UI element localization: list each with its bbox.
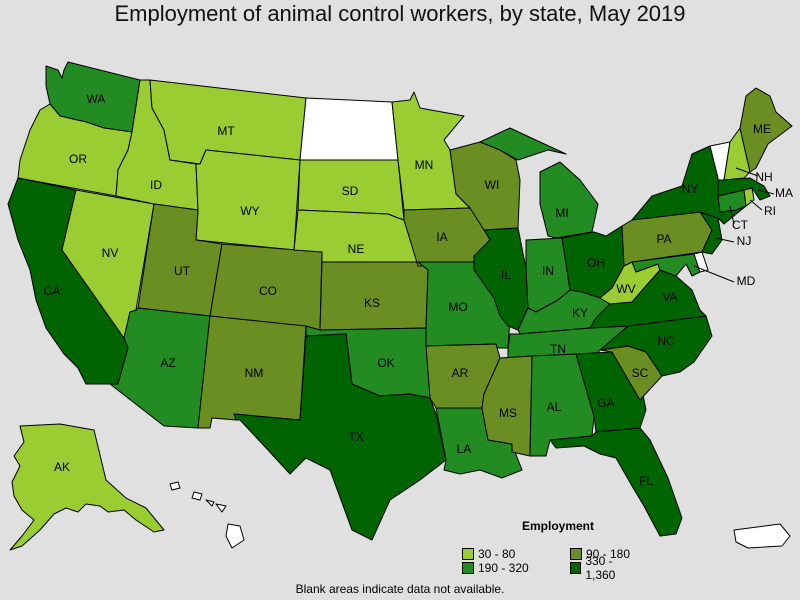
label-MI: MI bbox=[555, 206, 568, 220]
label-SC: SC bbox=[632, 366, 649, 380]
label-CA: CA bbox=[44, 284, 61, 298]
map-title: Employment of animal control workers, by… bbox=[114, 1, 686, 26]
label-NH: NH bbox=[755, 170, 772, 184]
label-WY: WY bbox=[240, 204, 259, 218]
label-OK: OK bbox=[377, 356, 394, 370]
label-OH: OH bbox=[587, 256, 605, 270]
legend-swatch-3 bbox=[462, 562, 474, 574]
legend-label-2: 90 - 180 bbox=[586, 547, 631, 561]
leader-CT bbox=[729, 205, 735, 225]
state-HI[interactable] bbox=[169, 481, 245, 549]
label-CT: CT bbox=[732, 218, 749, 232]
label-ME: ME bbox=[753, 122, 771, 136]
label-WV: WV bbox=[616, 282, 635, 296]
state-WY[interactable] bbox=[195, 149, 301, 251]
label-PA: PA bbox=[656, 232, 671, 246]
state-MN[interactable] bbox=[391, 91, 471, 211]
label-LA: LA bbox=[457, 442, 472, 456]
legend-title: Employment bbox=[522, 519, 595, 533]
state-TX[interactable] bbox=[233, 333, 447, 541]
legend-item-2: 90 - 180 bbox=[570, 547, 630, 561]
legend-swatch-4 bbox=[570, 562, 582, 574]
label-ID: ID bbox=[150, 178, 162, 192]
label-NM: NM bbox=[245, 366, 264, 380]
label-MS: MS bbox=[499, 406, 517, 420]
label-NE: NE bbox=[348, 242, 365, 256]
label-OR: OR bbox=[69, 152, 87, 166]
state-ND[interactable] bbox=[299, 97, 399, 161]
label-KS: KS bbox=[364, 296, 380, 310]
label-FL: FL bbox=[639, 474, 653, 488]
state-ME[interactable] bbox=[739, 87, 793, 173]
legend-label-4: 330 - 1,360 bbox=[585, 554, 616, 582]
leader-RI bbox=[749, 199, 763, 211]
legend-label-1: 30 - 80 bbox=[478, 547, 516, 561]
state-FL[interactable] bbox=[549, 427, 683, 537]
label-MA: MA bbox=[775, 186, 793, 200]
legend-item-4: 330 - 1,360 bbox=[570, 554, 642, 582]
label-VA: VA bbox=[662, 290, 677, 304]
legend-label-3: 190 - 320 bbox=[478, 561, 529, 575]
label-MT: MT bbox=[217, 124, 235, 138]
label-MD: MD bbox=[737, 274, 756, 288]
label-SD: SD bbox=[342, 184, 359, 198]
label-WA: WA bbox=[87, 92, 106, 106]
label-UT: UT bbox=[174, 264, 191, 278]
state-NH[interactable] bbox=[723, 127, 751, 181]
label-CO: CO bbox=[259, 284, 277, 298]
state-RI[interactable] bbox=[743, 187, 755, 207]
label-NY: NY bbox=[682, 182, 699, 196]
label-GA: GA bbox=[597, 396, 614, 410]
label-TX: TX bbox=[348, 430, 363, 444]
label-MO: MO bbox=[448, 300, 467, 314]
label-AZ: AZ bbox=[160, 356, 175, 370]
leader-MA bbox=[757, 189, 775, 195]
state-MA[interactable] bbox=[717, 177, 771, 201]
label-IL: IL bbox=[501, 268, 511, 282]
label-IN: IN bbox=[542, 264, 554, 278]
label-IA: IA bbox=[436, 230, 447, 244]
label-AL: AL bbox=[547, 400, 562, 414]
leader-NJ bbox=[715, 237, 735, 243]
label-RI: RI bbox=[764, 204, 776, 218]
leader-MD bbox=[693, 265, 735, 283]
legend-item-3: 190 - 320 bbox=[462, 561, 529, 575]
label-MN: MN bbox=[415, 158, 434, 172]
label-TN: TN bbox=[550, 342, 566, 356]
legend-swatch-2 bbox=[570, 548, 582, 560]
label-leader-lines bbox=[693, 167, 775, 283]
leader-NH bbox=[735, 167, 759, 177]
label-NC: NC bbox=[657, 334, 675, 348]
label-AK: AK bbox=[54, 460, 70, 474]
label-KY: KY bbox=[572, 306, 588, 320]
state-PR[interactable] bbox=[733, 523, 791, 549]
label-NV: NV bbox=[102, 246, 119, 260]
state-IL[interactable] bbox=[473, 227, 529, 331]
state-MT[interactable] bbox=[149, 79, 307, 165]
label-NJ: NJ bbox=[737, 234, 752, 248]
label-WI: WI bbox=[485, 178, 500, 192]
legend-item-1: 30 - 80 bbox=[462, 547, 515, 561]
state-AK[interactable] bbox=[9, 423, 165, 551]
legend-swatch-1 bbox=[462, 548, 474, 560]
label-AR: AR bbox=[452, 366, 469, 380]
data-availability-note: Blank areas indicate data not available. bbox=[295, 582, 505, 596]
